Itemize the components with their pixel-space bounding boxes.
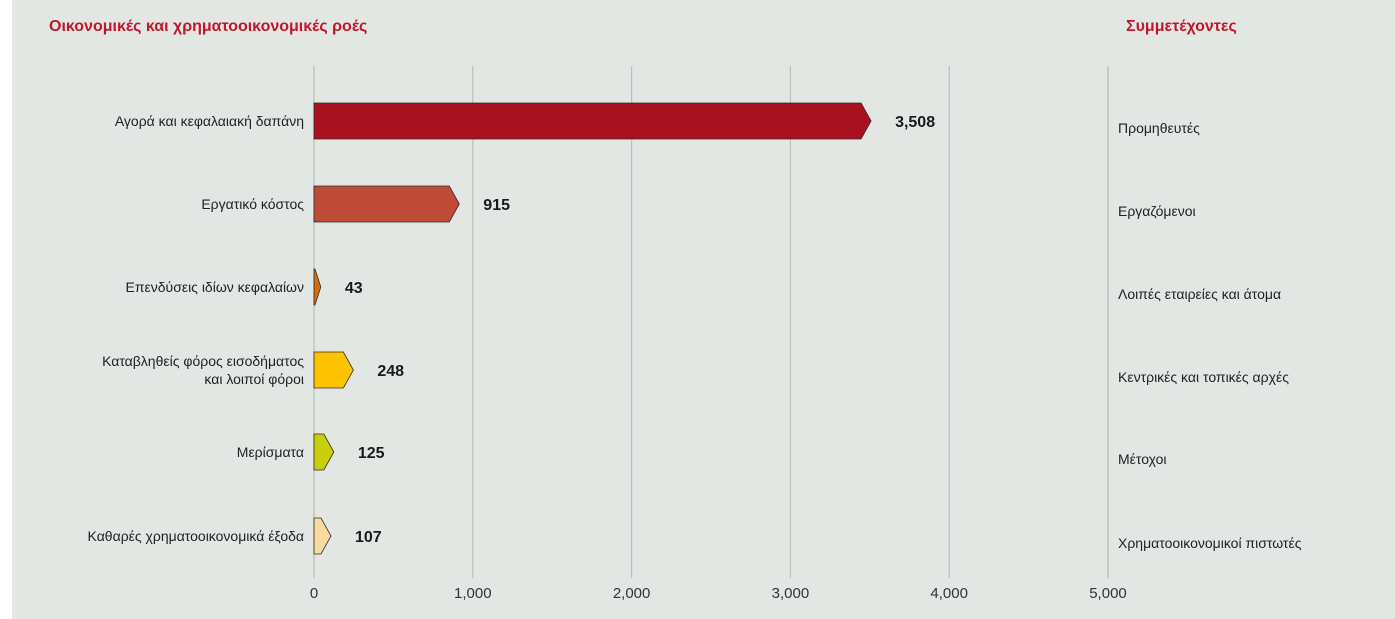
participant-label: Εργαζόμενοι <box>1118 203 1196 219</box>
bar <box>313 351 354 389</box>
category-label: Μερίσματα <box>237 444 304 460</box>
x-tick-label: 2,000 <box>613 585 651 602</box>
participant-label: Μέτοχοι <box>1118 451 1167 467</box>
bar <box>313 433 335 471</box>
category-label-line: Μερίσματα <box>237 444 304 460</box>
category-label-line: Εργατικό κόστος <box>201 196 304 212</box>
category-label: Εργατικό κόστος <box>201 196 304 212</box>
bar <box>313 102 872 140</box>
chart-title: Οικονομικές και χρηματοοικονομικές ροές <box>49 18 368 35</box>
data-label: 107 <box>355 529 382 546</box>
data-label: 3,508 <box>895 114 935 131</box>
category-label: Επενδύσεις ιδίων κεφαλαίων <box>126 279 305 295</box>
category-label-line: Καταβληθείς φόρος εισοδήματος <box>102 353 304 369</box>
x-tick-label: 4,000 <box>930 585 968 602</box>
data-label: 43 <box>345 280 363 297</box>
category-label-line: Επενδύσεις ιδίων κεφαλαίων <box>126 279 305 295</box>
data-label: 915 <box>483 197 510 214</box>
bar <box>313 185 460 223</box>
bar <box>313 268 322 306</box>
category-label-line: και λοιποί φόροι <box>204 371 304 387</box>
participant-label: Κεντρικές και τοπικές αρχές <box>1118 369 1289 385</box>
bar <box>313 517 332 555</box>
flow-bar-chart: 0 1,000 2,000 3,000 4,000 5,000 3,508 Αγορά και… <box>88 66 1302 602</box>
data-label: 125 <box>358 445 385 462</box>
x-tick-label: 1,000 <box>454 585 492 602</box>
data-label: 248 <box>377 363 404 380</box>
participants-title: Συμμετέχοντες <box>1126 18 1237 35</box>
participant-label: Λοιπές εταιρείες και άτομα <box>1118 286 1281 302</box>
category-label: Καταβληθείς φόρος εισοδήματος και λοιποί … <box>102 353 304 387</box>
participant-label: Προμηθευτές <box>1118 120 1200 136</box>
participant-label: Χρηματοοικονομικοί πιστωτές <box>1118 535 1302 551</box>
category-label: Καθαρές χρηματοοικονομικά έξοδα <box>88 528 304 544</box>
x-tick-label: 5,000 <box>1089 585 1127 602</box>
category-label: Αγορά και κεφαλαιακή δαπάνη <box>115 113 304 129</box>
x-tick-label: 0 <box>310 585 318 602</box>
category-label-line: Αγορά και κεφαλαιακή δαπάνη <box>115 113 304 129</box>
x-tick-label: 3,000 <box>772 585 810 602</box>
chart-panel: Οικονομικές και χρηματοοικονομικές ροές … <box>12 0 1395 619</box>
category-label-line: Καθαρές χρηματοοικονομικά έξοδα <box>88 528 304 544</box>
